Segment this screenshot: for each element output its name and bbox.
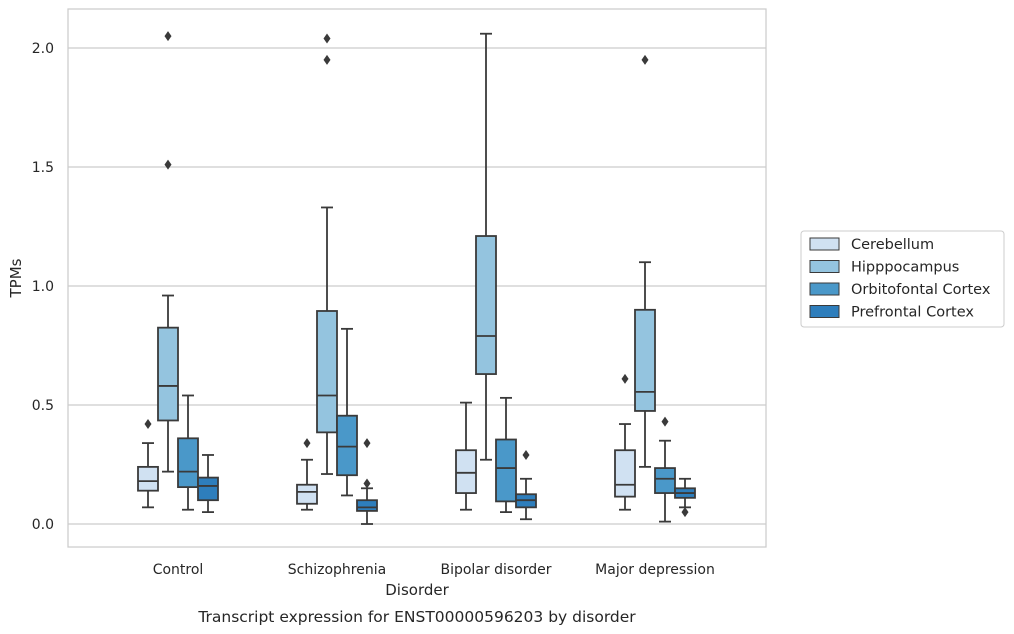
y-axis-label: TPMs [7,258,25,298]
box [515,449,537,521]
legend-label: Cerebellum [851,237,934,253]
iqr-box [197,476,219,502]
iqr-box [475,235,497,375]
legend-label: Hipppocampus [851,260,959,276]
legend-item: Orbitofontal Cortex [809,282,991,298]
gridlines [68,47,766,525]
iqr-box [177,437,199,489]
iqr-box [495,438,517,503]
legend-frame [800,230,1005,328]
outlier-point [323,54,331,65]
chart-caption: Transcript expression for ENST0000059620… [197,608,636,626]
outlier-point [363,438,371,449]
outlier-point [621,373,629,384]
series-prefrontal-cortex [197,438,696,525]
box [157,31,179,473]
series-orbitofontal-cortex [177,327,676,523]
legend-swatch [809,305,840,318]
iqr-box [654,467,676,494]
box [316,33,338,475]
y-tick-label: 0.5 [32,398,54,414]
outlier-point [144,419,152,430]
box [177,394,199,511]
iqr-box [316,310,338,434]
legend-label: Prefrontal Cortex [851,305,974,321]
legend-swatch [809,282,840,296]
box [455,401,477,511]
box [137,419,159,509]
y-tick-label: 1.5 [32,160,54,176]
box [495,396,517,513]
legend-item: Hipppocampus [809,260,959,276]
outlier-point [681,507,689,518]
outlier-point [303,438,311,449]
box [356,438,378,525]
outlier-point [522,449,530,460]
x-tick-label: Control [153,562,204,578]
box [654,416,676,523]
outlier-point [164,159,172,170]
legend-swatch [809,237,840,251]
legend-item: Cerebellum [809,237,934,253]
box [336,327,358,497]
box [475,32,497,461]
x-axis-ticks: Control Schizophrenia Bipolar disorder Majo… [153,562,715,578]
outlier-point [363,478,371,489]
outlier-point [164,31,172,42]
legend-label: Orbitofontal Cortex [851,282,991,298]
y-tick-label: 0.0 [32,517,54,533]
series-hipppocampus [157,31,656,475]
box [674,477,696,518]
outlier-point [661,416,669,427]
box [296,438,318,511]
series-cerebellum [137,373,636,511]
iqr-box [455,449,477,494]
x-tick-label: Schizophrenia [288,562,386,578]
box [614,373,636,511]
legend-swatch [809,260,840,273]
outlier-point [641,54,649,65]
iqr-box [356,499,378,512]
iqr-box [634,308,656,412]
iqr-box [137,465,159,492]
iqr-box [614,449,636,498]
iqr-box [336,414,358,477]
outlier-point [323,33,331,44]
box-series [137,31,696,525]
box [197,454,219,513]
legend: Cerebellum Hipppocampus Orbitofontal Corte… [800,230,1005,328]
y-tick-label: 1.0 [32,279,54,295]
plot-area-frame [67,8,767,548]
legend-item: Prefrontal Cortex [809,305,974,321]
y-tick-label: 2.0 [32,41,54,57]
x-axis-label: Disorder [385,581,449,599]
iqr-box [296,483,318,505]
iqr-box [157,326,179,422]
x-tick-label: Major depression [595,562,715,578]
y-axis-ticks: 0.0 0.5 1.0 1.5 2.0 [32,41,54,533]
x-tick-label: Bipolar disorder [440,562,551,578]
box [634,54,656,468]
